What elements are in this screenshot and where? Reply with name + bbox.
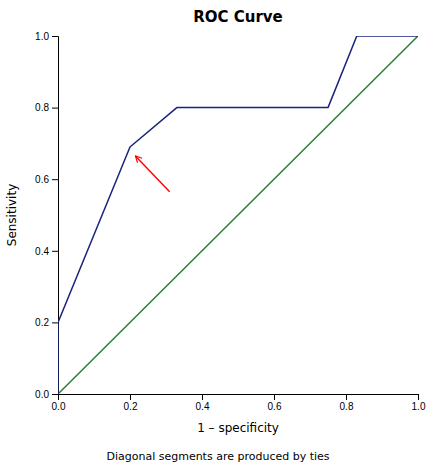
- x-tick-label: 0.0: [52, 401, 66, 412]
- x-tick-label: 1.0: [412, 401, 426, 412]
- y-tick-label: 0.6: [35, 174, 49, 185]
- y-tick-label: 0.8: [35, 102, 49, 113]
- chart: 0.0 0.2 0.4 0.6 0.8 1.0 0.0 0.2 0.4 0.6 0.8 1.0 ROC …: [0, 0, 436, 470]
- y-axis-line: [52, 37, 59, 395]
- x-tick-mark: [274, 394, 275, 400]
- x-tick: 0.2: [124, 394, 138, 412]
- y-tick-mark: [52, 251, 58, 252]
- x-tick-label: 0.4: [196, 401, 210, 412]
- x-tick-mark: [418, 394, 419, 400]
- y-tick-mark: [52, 322, 58, 323]
- data-layer: [58, 36, 418, 394]
- x-axis-title: 1 – specificity: [197, 421, 279, 435]
- y-tick-mark: [52, 36, 58, 37]
- y-tick: 0.2: [35, 317, 58, 328]
- x-tick-label: 0.2: [124, 401, 138, 412]
- x-tick-label: 0.6: [268, 401, 282, 412]
- y-tick: 1.0: [35, 31, 58, 42]
- x-axis-line: [59, 395, 419, 401]
- y-tick-label: 1.0: [35, 31, 49, 42]
- y-axis: 0.0 0.2 0.4 0.6 0.8 1.0: [35, 31, 58, 400]
- y-tick-label: 0.0: [35, 389, 49, 400]
- y-tick: 0.4: [35, 246, 58, 257]
- y-tick: 0.0: [35, 389, 58, 400]
- x-tick: 0.6: [268, 394, 282, 412]
- x-tick-mark: [346, 394, 347, 400]
- y-tick-mark: [52, 179, 58, 180]
- footnote: Diagonal segments are produced by ties: [106, 450, 329, 463]
- y-axis-title: Sensitivity: [5, 184, 19, 246]
- x-tick-mark: [130, 394, 131, 400]
- y-tick-mark: [52, 108, 58, 109]
- plot-area: 0.0 0.2 0.4 0.6 0.8 1.0 0.0 0.2 0.4 0.6 0.8 1.0: [35, 31, 426, 412]
- y-tick-mark: [52, 394, 58, 395]
- x-axis: 0.0 0.2 0.4 0.6 0.8 1.0: [52, 394, 426, 412]
- y-tick-label: 0.4: [35, 246, 49, 257]
- x-tick-label: 0.8: [340, 401, 354, 412]
- title: ROC Curve: [193, 8, 283, 26]
- annotation-arrow: [135, 156, 169, 192]
- x-tick: 1.0: [412, 394, 426, 412]
- x-tick: 0.4: [196, 394, 210, 412]
- y-tick: 0.6: [35, 174, 58, 185]
- y-tick-label: 0.2: [35, 317, 49, 328]
- series-line: [58, 36, 418, 394]
- x-tick: 0.8: [340, 394, 354, 412]
- y-tick: 0.8: [35, 102, 58, 113]
- series-line: [58, 36, 418, 394]
- x-tick-mark: [202, 394, 203, 400]
- x-tick: 0.0: [52, 394, 66, 412]
